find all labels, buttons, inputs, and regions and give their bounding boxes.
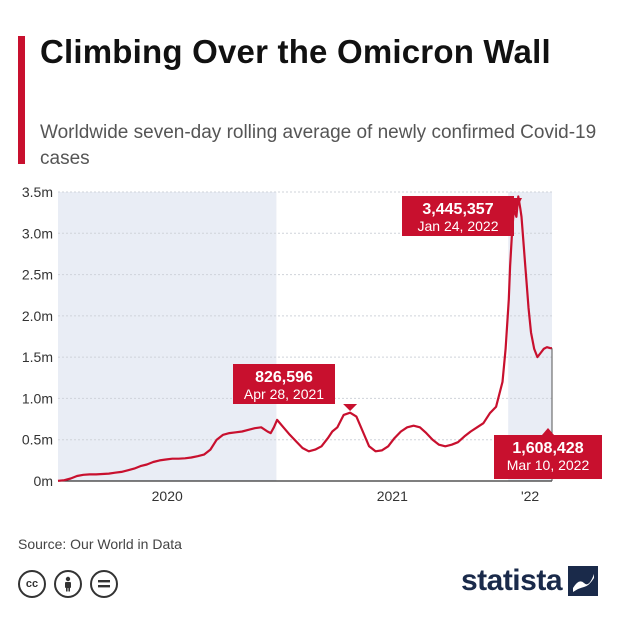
chart-title: Climbing Over the Omicron Wall: [40, 33, 551, 70]
annotation-mar-2022-pointer: [542, 428, 554, 435]
y-tick-label: 0.5m: [22, 432, 53, 448]
statista-logo-icon: [568, 566, 598, 596]
data-label-value: 1,608,428: [512, 440, 583, 457]
chart-subtitle: Worldwide seven-day rolling average of n…: [40, 122, 597, 169]
data-label-date: Apr 28, 2021: [244, 386, 324, 402]
y-tick-label: 2.0m: [22, 308, 53, 324]
license-icons: cc: [18, 570, 118, 598]
year-band-0: [58, 192, 277, 481]
data-label-date: Mar 10, 2022: [507, 457, 590, 473]
x-tick-label: 2021: [377, 488, 408, 504]
series-line-0: [57, 195, 553, 482]
brand-logo: statista: [461, 564, 598, 598]
annotation-jan-2022-pointer: [514, 198, 522, 214]
annotation-apr-2021-box: [233, 364, 335, 404]
annotation-apr-2021-pointer: [343, 404, 358, 411]
x-tick-label: 2020: [152, 488, 183, 504]
nd-icon: [90, 570, 118, 598]
y-tick-label: 3.5m: [22, 184, 53, 200]
line-chart: 0m 0.5m 1.0m 1.5m 2.0m 2.5m 3.0m 3.5m 2020 2021 '2…: [22, 184, 602, 504]
title-accent-bar: [18, 36, 25, 164]
data-label-value: 826,596: [255, 369, 313, 386]
y-tick-label: 1.0m: [22, 390, 53, 406]
cc-icon: cc: [18, 570, 46, 598]
y-tick-label: 2.5m: [22, 267, 53, 283]
x-tick-label: '22: [521, 488, 539, 504]
y-tick-label: 0m: [34, 473, 53, 489]
y-tick-label: 1.5m: [22, 349, 53, 365]
annotation-mar-2022-box: [494, 435, 602, 479]
data-label-value: 3,445,357: [422, 201, 493, 218]
annotation-jan-2022-box: [402, 196, 514, 236]
source-note: Source: Our World in Data: [18, 536, 182, 552]
data-label-date: Jan 24, 2022: [418, 218, 499, 234]
by-icon: [54, 570, 82, 598]
y-tick-label: 3.0m: [22, 225, 53, 241]
brand-name: statista: [460, 564, 563, 597]
